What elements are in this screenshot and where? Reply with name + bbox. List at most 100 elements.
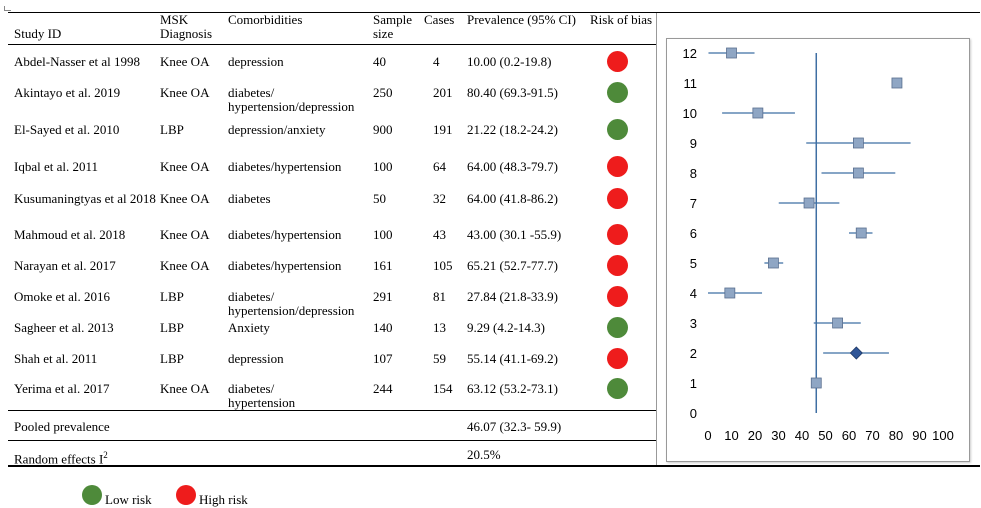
row-study-id: Mahmoud et al. 2018 <box>14 227 126 242</box>
row-study-id: El-Sayed et al. 2010 <box>14 122 120 137</box>
row-sample-size: 107 <box>373 351 393 366</box>
row-sample-size: 100 <box>373 159 393 174</box>
x-tick-label: 90 <box>912 428 926 443</box>
y-tick-label: 8 <box>690 166 697 181</box>
row-comorbidity: diabetes/hypertension <box>228 159 342 174</box>
y-tick-label: 10 <box>683 106 697 121</box>
x-tick-label: 40 <box>795 428 809 443</box>
header-prevalence: Prevalence (95% CI) <box>467 12 577 27</box>
y-tick-label: 9 <box>690 136 697 151</box>
row-msk-diagnosis: LBP <box>160 122 184 137</box>
row-msk-diagnosis: Knee OA <box>160 227 210 242</box>
row-cases: 191 <box>433 122 453 137</box>
y-tick-label: 2 <box>690 346 697 361</box>
y-tick-label: 3 <box>690 316 697 331</box>
point-marker-square <box>726 47 737 59</box>
row-msk-diagnosis: Knee OA <box>160 191 210 206</box>
row-msk-diagnosis: LBP <box>160 320 184 335</box>
header-size: size <box>373 26 394 41</box>
x-tick-label: 20 <box>748 428 762 443</box>
row-sample-size: 161 <box>373 258 393 273</box>
point-marker-square <box>855 227 867 239</box>
random-effects-value: 20.5% <box>467 447 501 462</box>
column-divider <box>656 13 657 465</box>
y-tick-label: 11 <box>684 76 698 91</box>
row-study-id: Narayan et al. 2017 <box>14 258 116 273</box>
high-risk-dot <box>607 188 628 209</box>
x-tick-label: 50 <box>818 428 832 443</box>
row-prevalence: 55.14 (41.1-69.2) <box>467 351 558 366</box>
row-comorbidity: diabetes/hypertension <box>228 258 342 273</box>
row-cases: 4 <box>433 54 440 69</box>
row-cases: 105 <box>433 258 453 273</box>
row-prevalence: 27.84 (21.8-33.9) <box>467 289 558 304</box>
row-prevalence: 9.29 (4.2-14.3) <box>467 320 545 335</box>
row-comorbidity: diabetes/hypertension <box>228 227 342 242</box>
point-marker-square <box>853 167 864 179</box>
row-prevalence: 64.00 (48.3-79.7) <box>467 159 558 174</box>
x-tick-label: 30 <box>771 428 785 443</box>
random-effects-label: Random effects I2 <box>14 448 108 466</box>
row-sample-size: 250 <box>373 85 393 100</box>
random-effects-sup: 2 <box>103 450 108 460</box>
header-comorbidities: Comorbidities <box>228 12 303 27</box>
row-msk-diagnosis: Knee OA <box>160 258 210 273</box>
pooled-label: Pooled prevalence <box>14 419 110 434</box>
row-msk-diagnosis: Knee OA <box>160 54 210 69</box>
row-msk-diagnosis: Knee OA <box>160 381 210 396</box>
row-study-id: Shah et al. 2011 <box>14 351 98 366</box>
row-sample-size: 50 <box>373 191 386 206</box>
low-risk-dot <box>607 378 628 399</box>
row-comorbidity: hypertension/depression <box>228 99 355 114</box>
point-marker-square <box>891 77 903 89</box>
low-risk-legend-dot <box>82 485 102 505</box>
row-comorbidity: diabetes/ <box>228 85 275 100</box>
row-study-id: Iqbal et al. 2011 <box>14 159 98 174</box>
x-tick-label: 10 <box>724 428 738 443</box>
header-risk: Risk of bias <box>590 12 653 27</box>
bottom-rule <box>8 465 980 467</box>
high-risk-dot <box>607 51 628 72</box>
point-marker-diamond <box>849 346 863 360</box>
row-cases: 59 <box>433 351 446 366</box>
row-cases: 64 <box>433 159 446 174</box>
low-risk-dot <box>607 82 628 103</box>
high-risk-dot <box>607 348 628 369</box>
random-effects-text: Random effects I <box>14 451 104 467</box>
row-sample-size: 244 <box>373 381 393 396</box>
corner-mark <box>4 6 11 11</box>
row-comorbidity: depression <box>228 54 284 69</box>
point-marker-square <box>768 257 779 269</box>
row-study-id: Akintayo et al. 2019 <box>14 85 121 100</box>
high-risk-dot <box>607 156 628 177</box>
row-study-id: Kusumaningtyas et al 2018 <box>14 191 156 206</box>
row-msk-diagnosis: LBP <box>160 289 184 304</box>
x-tick-label: 100 <box>932 428 954 443</box>
row-msk-diagnosis: Knee OA <box>160 159 210 174</box>
row-prevalence: 43.00 (30.1 -55.9) <box>467 227 562 242</box>
row-sample-size: 140 <box>373 320 393 335</box>
header-cases: Cases <box>424 12 455 27</box>
row-sample-size: 40 <box>373 54 386 69</box>
row-comorbidity: depression <box>228 351 284 366</box>
row-prevalence: 10.00 (0.2-19.8) <box>467 54 552 69</box>
top-rule <box>8 12 980 13</box>
row-cases: 32 <box>433 191 446 206</box>
point-marker-square <box>752 107 764 119</box>
row-study-id: Sagheer et al. 2013 <box>14 320 114 335</box>
row-msk-diagnosis: Knee OA <box>160 85 210 100</box>
header-diagnosis: Diagnosis <box>160 26 212 41</box>
point-marker-square <box>803 197 815 209</box>
row-comorbidity: depression/anxiety <box>228 122 326 137</box>
row-prevalence: 80.40 (69.3-91.5) <box>467 85 558 100</box>
row-comorbidity: hypertension <box>228 395 296 410</box>
y-tick-label: 1 <box>690 376 697 391</box>
row-study-id: Omoke et al. 2016 <box>14 289 111 304</box>
x-tick-label: 80 <box>889 428 903 443</box>
row-comorbidity: Anxiety <box>228 320 270 335</box>
high-risk-dot <box>607 255 628 276</box>
low-risk-dot <box>607 119 628 140</box>
row-comorbidity: diabetes/ <box>228 289 275 304</box>
